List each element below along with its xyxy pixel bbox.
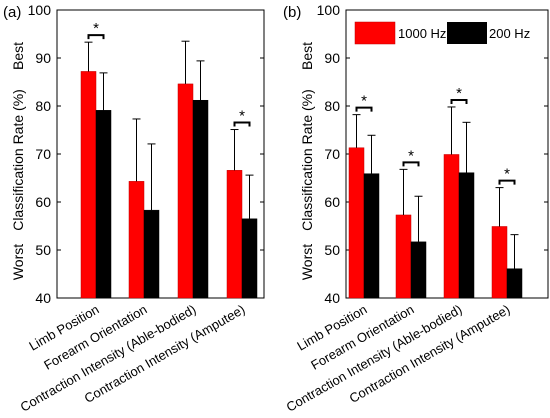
y-tick-label: 40	[35, 290, 51, 306]
y-annotation-best: Best	[299, 42, 315, 70]
significance-bracket	[498, 179, 516, 185]
y-annotation-best: Best	[10, 42, 26, 70]
significance-marker: *	[361, 93, 367, 110]
bar-1000hz	[226, 170, 243, 299]
y-tick-label: 70	[324, 146, 340, 162]
bar-1000hz	[348, 147, 365, 299]
legend-label-200hz: 200 Hz	[489, 26, 530, 41]
bar-1000hz	[177, 83, 194, 299]
bar-200hz	[363, 173, 380, 299]
y-tick-label: 80	[35, 98, 51, 114]
significance-bracket	[87, 34, 105, 40]
significance-bracket	[355, 106, 373, 112]
legend-swatch-1000hz	[354, 21, 396, 45]
legend: 1000 Hz 200 Hz	[354, 21, 530, 45]
y-axis-label: Classification Rate (%)	[10, 89, 26, 231]
significance-bracket	[233, 121, 251, 127]
bar-200hz	[192, 99, 209, 299]
bar-1000hz	[128, 181, 145, 299]
legend-label-1000hz: 1000 Hz	[398, 26, 446, 41]
bar-200hz	[458, 172, 475, 299]
y-axis-label: Classification Rate (%)	[299, 89, 315, 231]
y-tick-label: 60	[324, 194, 340, 210]
significance-marker: *	[93, 20, 99, 37]
bar-200hz	[410, 241, 427, 299]
y-tick-label: 50	[35, 242, 51, 258]
bar-1000hz	[80, 71, 97, 299]
significance-bracket	[402, 161, 420, 167]
bar-1000hz	[491, 226, 508, 299]
bar-200hz	[506, 268, 523, 299]
significance-marker: *	[408, 147, 414, 164]
y-tick-label: 40	[324, 290, 340, 306]
significance-bracket	[450, 98, 468, 104]
y-tick-label: 90	[324, 50, 340, 66]
y-tick-label: 90	[35, 50, 51, 66]
y-tick-label: 50	[324, 242, 340, 258]
bar-200hz	[241, 218, 258, 299]
y-tick-label: 100	[28, 2, 52, 18]
significance-marker: *	[239, 108, 245, 125]
bar-1000hz	[395, 214, 412, 299]
y-tick-label: 70	[35, 146, 51, 162]
y-annotation-worst: Worst	[299, 244, 315, 280]
y-tick-label: 60	[35, 194, 51, 210]
legend-swatch-200hz	[447, 22, 487, 44]
significance-marker: *	[456, 85, 462, 102]
significance-marker: *	[504, 166, 510, 183]
panel-label: (b)	[283, 4, 301, 21]
panel-b: 40 50 60 70 80 90 100 Classification Rate (%) Be…	[283, 2, 549, 415]
panel-label: (a)	[3, 4, 21, 21]
bar-200hz	[95, 110, 112, 299]
y-annotation-worst: Worst	[10, 244, 26, 280]
y-tick-label: 100	[317, 2, 341, 18]
y-tick-label: 80	[324, 98, 340, 114]
bar-1000hz	[443, 154, 460, 299]
bar-200hz	[143, 209, 160, 299]
panel-a: 40 50 60 70 80 90 100 Classification Rate (%) Be…	[3, 2, 265, 415]
